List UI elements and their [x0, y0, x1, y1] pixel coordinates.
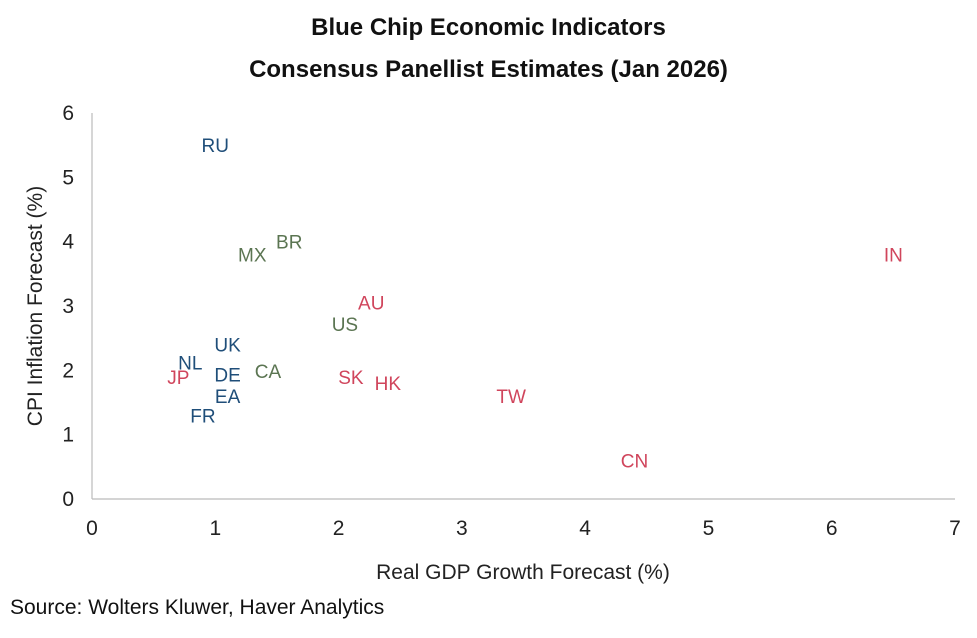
x-tick-label: 3 [456, 517, 468, 540]
y-tick-label: 6 [62, 102, 74, 125]
point-label-us: US [332, 315, 358, 336]
chart-title: Blue Chip Economic Indicators [311, 14, 666, 41]
point-label-in: IN [884, 246, 903, 267]
source-note: Source: Wolters Kluwer, Haver Analytics [10, 596, 385, 619]
point-label-mx: MX [238, 246, 267, 267]
chart-subtitle: Consensus Panellist Estimates (Jan 2026) [249, 56, 728, 83]
point-label-nl: NL [178, 353, 202, 374]
point-label-sk: SK [338, 368, 364, 389]
x-tick-label: 1 [209, 517, 221, 540]
point-label-ru: RU [202, 136, 229, 157]
x-tick-label: 5 [703, 517, 715, 540]
y-tick-label: 2 [62, 359, 74, 382]
y-tick-label: 0 [62, 488, 74, 511]
point-label-br: BR [276, 233, 302, 254]
y-tick-label: 3 [62, 295, 74, 318]
x-tick-label: 0 [86, 517, 98, 540]
point-label-ca: CA [255, 362, 282, 383]
point-label-de: DE [214, 365, 240, 386]
point-label-jp: JP [167, 368, 189, 389]
x-axis-label: Real GDP Growth Forecast (%) [376, 561, 670, 584]
point-label-ea: EA [215, 387, 241, 408]
point-label-fr: FR [190, 406, 215, 427]
x-tick-label: 7 [949, 517, 961, 540]
y-tick-label: 5 [62, 166, 74, 189]
point-label-cn: CN [621, 451, 648, 472]
x-tick-label: 6 [826, 517, 838, 540]
point-label-hk: HK [375, 374, 402, 395]
point-label-au: AU [358, 293, 384, 314]
x-tick-label: 4 [579, 517, 591, 540]
y-axis-label: CPI Inflation Forecast (%) [24, 186, 47, 426]
y-tick-label: 4 [62, 231, 74, 254]
x-tick-label: 2 [333, 517, 345, 540]
y-tick-label: 1 [62, 424, 74, 447]
point-label-tw: TW [496, 387, 526, 408]
point-label-uk: UK [214, 336, 241, 357]
